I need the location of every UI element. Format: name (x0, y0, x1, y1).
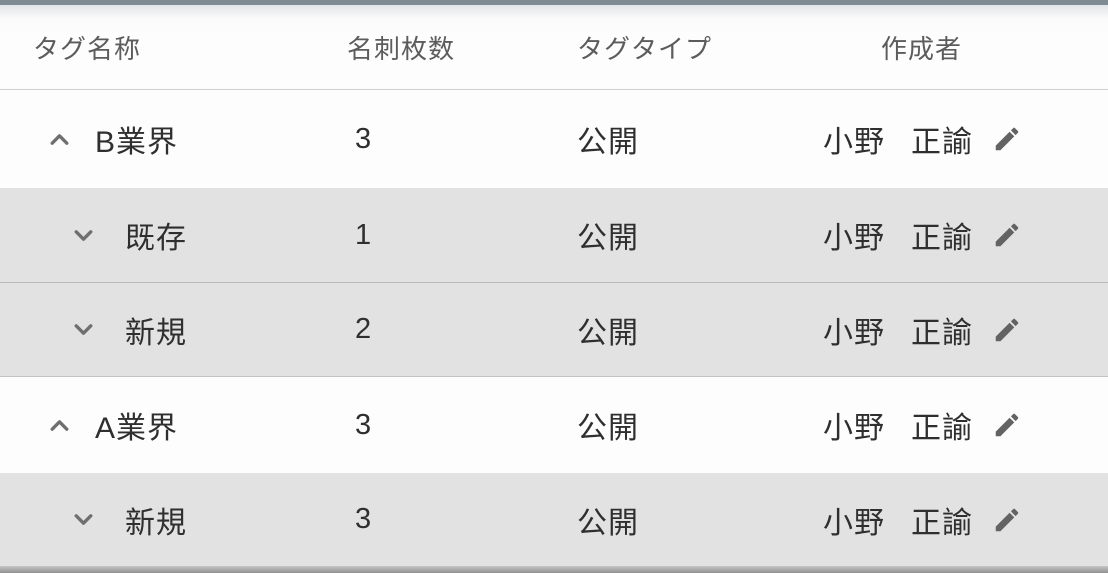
tag-type-value: 公開 (577, 316, 639, 350)
chevron-up-icon[interactable] (47, 413, 72, 438)
pencil-icon[interactable] (992, 220, 1022, 250)
card-count-value: 1 (355, 218, 373, 251)
creator-given-name: 正諭 (911, 316, 973, 350)
pencil-icon[interactable] (992, 315, 1022, 345)
creator-given-name: 正諭 (911, 126, 973, 159)
chevron-down-icon[interactable] (71, 223, 96, 248)
column-header-tag-type: タグタイプ (577, 33, 713, 64)
pencil-icon[interactable] (992, 124, 1022, 154)
chevron-down-icon[interactable] (71, 507, 96, 532)
card-count-value: 2 (355, 313, 373, 345)
creator-family-name: 小野 (823, 316, 885, 350)
column-header-card-count: 名刺枚数 (347, 33, 456, 64)
creator-family-name: 小野 (823, 506, 885, 540)
table-row[interactable]: B業界 3 公開 小野 正諭 (0, 90, 1108, 188)
chevron-down-icon[interactable] (71, 317, 96, 342)
pencil-icon[interactable] (992, 410, 1022, 440)
tag-name-label: B業界 (95, 126, 179, 159)
window-bottom-edge (0, 566, 1108, 573)
creator-given-name: 正諭 (911, 506, 973, 540)
creator-given-name: 正諭 (911, 412, 973, 445)
column-header-creator: 作成者 (880, 33, 962, 64)
card-count-value: 3 (355, 408, 373, 441)
window-top-edge (0, 0, 1108, 5)
chevron-up-icon[interactable] (47, 127, 72, 152)
table-row[interactable]: 新規 2 公開 小野 正諭 (0, 283, 1108, 377)
table-row[interactable]: A業界 3 公開 小野 正諭 (0, 377, 1108, 473)
creator-family-name: 小野 (823, 222, 885, 255)
card-count-value: 3 (355, 122, 373, 155)
tag-type-value: 公開 (577, 506, 639, 540)
table-row[interactable]: 新規 3 公開 小野 正諭 (0, 473, 1108, 566)
card-count-value: 3 (355, 503, 373, 535)
creator-family-name: 小野 (823, 126, 885, 159)
tag-type-value: 公開 (577, 222, 639, 255)
tag-table: タグ名称 名刺枚数 タグタイプ 作成者 B業界 3 公開 小野 正諭 (0, 5, 1108, 566)
table-header-row: タグ名称 名刺枚数 タグタイプ 作成者 (0, 5, 1108, 90)
tag-name-label: 新規 (125, 506, 187, 540)
tag-type-value: 公開 (577, 412, 639, 445)
tag-name-label: A業界 (95, 412, 179, 445)
tag-name-label: 既存 (125, 222, 187, 255)
column-header-tag-name: タグ名称 (33, 33, 142, 64)
creator-family-name: 小野 (823, 412, 885, 445)
tag-type-value: 公開 (577, 126, 639, 159)
pencil-icon[interactable] (992, 505, 1022, 535)
table-row[interactable]: 既存 1 公開 小野 正諭 (0, 188, 1108, 283)
creator-given-name: 正諭 (911, 222, 973, 255)
tag-name-label: 新規 (125, 316, 187, 350)
